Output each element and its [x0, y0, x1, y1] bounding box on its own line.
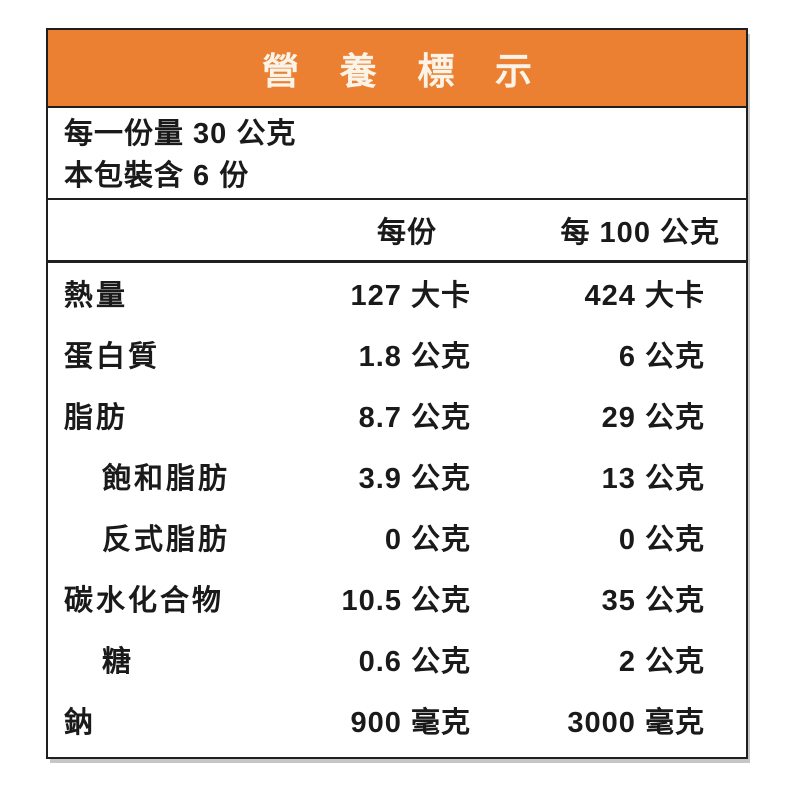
nutrient-label: 脂肪 [64, 402, 129, 435]
per-100g-value: 35 公克 [601, 584, 705, 617]
servings-per-package-text: 本包裝含 6 份 [64, 160, 250, 192]
column-header-row: 每份 每 100 公克 [48, 200, 746, 263]
per-serving-value: 1.8 公克 [358, 341, 471, 374]
nutrient-row-sodium: 鈉 900 毫克 3000 毫克 [48, 689, 720, 750]
per-100g-value: 13 公克 [601, 463, 705, 496]
nutrient-row-fat: 脂肪 8.7 公克 29 公克 [48, 385, 720, 446]
nutrient-row-saturated-fat: 飽和脂肪 3.9 公克 13 公克 [48, 446, 720, 507]
nutrient-row-carbohydrate: 碳水化合物 10.5 公克 35 公克 [48, 567, 720, 628]
nutrition-label-card: 營養標示 每一份量 30 公克 本包裝含 6 份 每份 每 100 公克 熱量 … [46, 28, 748, 759]
nutrient-row-calories: 熱量 127 大卡 424 大卡 [48, 263, 720, 324]
nutrient-label: 反式脂肪 [102, 523, 231, 556]
nutrient-label: 熱量 [64, 280, 129, 313]
per-100g-value: 6 公克 [618, 341, 705, 374]
nutrition-title-bar: 營養標示 [48, 30, 746, 108]
per-100g-value: 29 公克 [601, 402, 705, 435]
serving-info-section: 每一份量 30 公克 本包裝含 6 份 [48, 108, 746, 200]
column-header-per-100g: 每 100 公克 [560, 217, 720, 249]
per-serving-value: 127 大卡 [350, 280, 471, 313]
per-serving-value: 10.5 公克 [341, 584, 471, 617]
nutrition-title: 營養標示 [261, 51, 573, 92]
per-serving-value: 0.6 公克 [358, 645, 471, 678]
nutrient-rows: 熱量 127 大卡 424 大卡 蛋白質 1.8 公克 6 公克 脂肪 8.7 … [48, 263, 746, 750]
nutrient-row-sugar: 糖 0.6 公克 2 公克 [48, 628, 720, 689]
nutrient-label: 飽和脂肪 [102, 463, 231, 496]
per-100g-value: 424 大卡 [584, 280, 705, 313]
per-serving-value: 900 毫克 [350, 706, 471, 739]
nutrient-label: 糖 [102, 645, 135, 678]
per-serving-value: 8.7 公克 [358, 402, 471, 435]
column-header-per-serving: 每份 [376, 217, 437, 249]
per-serving-value: 0 公克 [384, 523, 471, 556]
nutrient-row-trans-fat: 反式脂肪 0 公克 0 公克 [48, 507, 720, 568]
per-100g-value: 3000 毫克 [567, 706, 705, 739]
per-100g-value: 2 公克 [618, 645, 705, 678]
nutrient-label: 鈉 [64, 706, 97, 739]
nutrient-label: 蛋白質 [64, 341, 161, 374]
per-serving-value: 3.9 公克 [358, 463, 471, 496]
serving-size-text: 每一份量 30 公克 [64, 118, 297, 150]
per-100g-value: 0 公克 [618, 523, 705, 556]
nutrient-row-protein: 蛋白質 1.8 公克 6 公克 [48, 324, 720, 385]
nutrient-label: 碳水化合物 [64, 584, 225, 617]
